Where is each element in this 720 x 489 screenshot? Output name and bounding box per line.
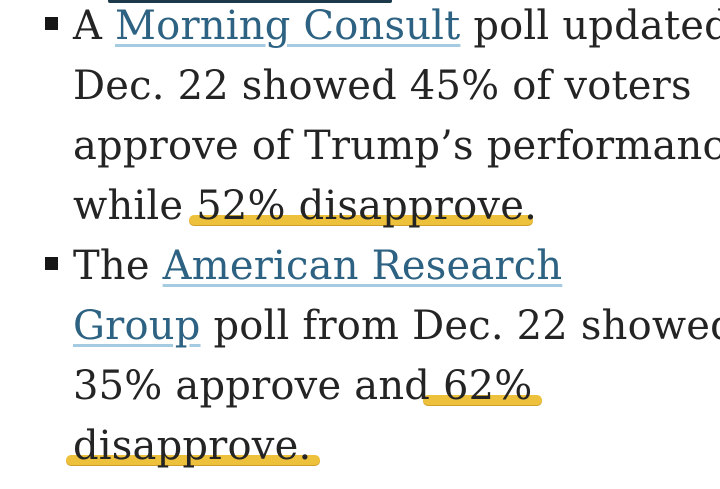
text-line: Dec. 22 showed 45% of voters xyxy=(73,56,720,116)
text-line: A Morning Consult poll updated xyxy=(73,0,720,56)
text-segment: poll updated xyxy=(460,3,720,49)
text-segment: 35% approve and xyxy=(73,363,431,409)
article-body: A Morning Consult poll updated Dec. 22 s… xyxy=(0,0,720,476)
text-segment: A xyxy=(73,3,116,49)
text-line: Group poll from Dec. 22 showed xyxy=(73,296,720,356)
link-morning-consult[interactable]: Morning Consult xyxy=(115,3,461,49)
bullet-square-icon xyxy=(45,17,58,30)
text-line: 35% approve and 62% xyxy=(73,356,720,416)
text-segment: . xyxy=(524,183,537,229)
highlight-52-percent-disapprove: 52% disapprove xyxy=(196,183,525,229)
text-line: approve of Trump’s performance, xyxy=(73,116,720,176)
text-line: The American Research xyxy=(73,236,720,296)
text-segment: The xyxy=(73,243,163,289)
link-american-research-group-continued[interactable]: Group xyxy=(73,303,201,349)
bullet-square-icon xyxy=(45,257,58,270)
text-line: disapprove. xyxy=(73,416,720,476)
text-segment: Dec. 22 showed 45% of voters xyxy=(73,63,692,109)
cutoff-text-remnant xyxy=(108,0,392,3)
text-line: while 52% disapprove. xyxy=(73,176,720,236)
text-segment: approve of Trump’s performance, xyxy=(73,123,720,169)
link-american-research-group[interactable]: American Research xyxy=(162,243,563,289)
highlight-disapprove: disapprove. xyxy=(73,423,312,469)
list-item-morning-consult: A Morning Consult poll updated Dec. 22 s… xyxy=(0,0,720,236)
list-item-american-research-group: The American Research Group poll from De… xyxy=(0,236,720,476)
text-segment: while xyxy=(73,183,197,229)
text-segment: poll from Dec. 22 showed xyxy=(200,303,720,349)
highlight-62-percent: 62% xyxy=(430,363,533,409)
